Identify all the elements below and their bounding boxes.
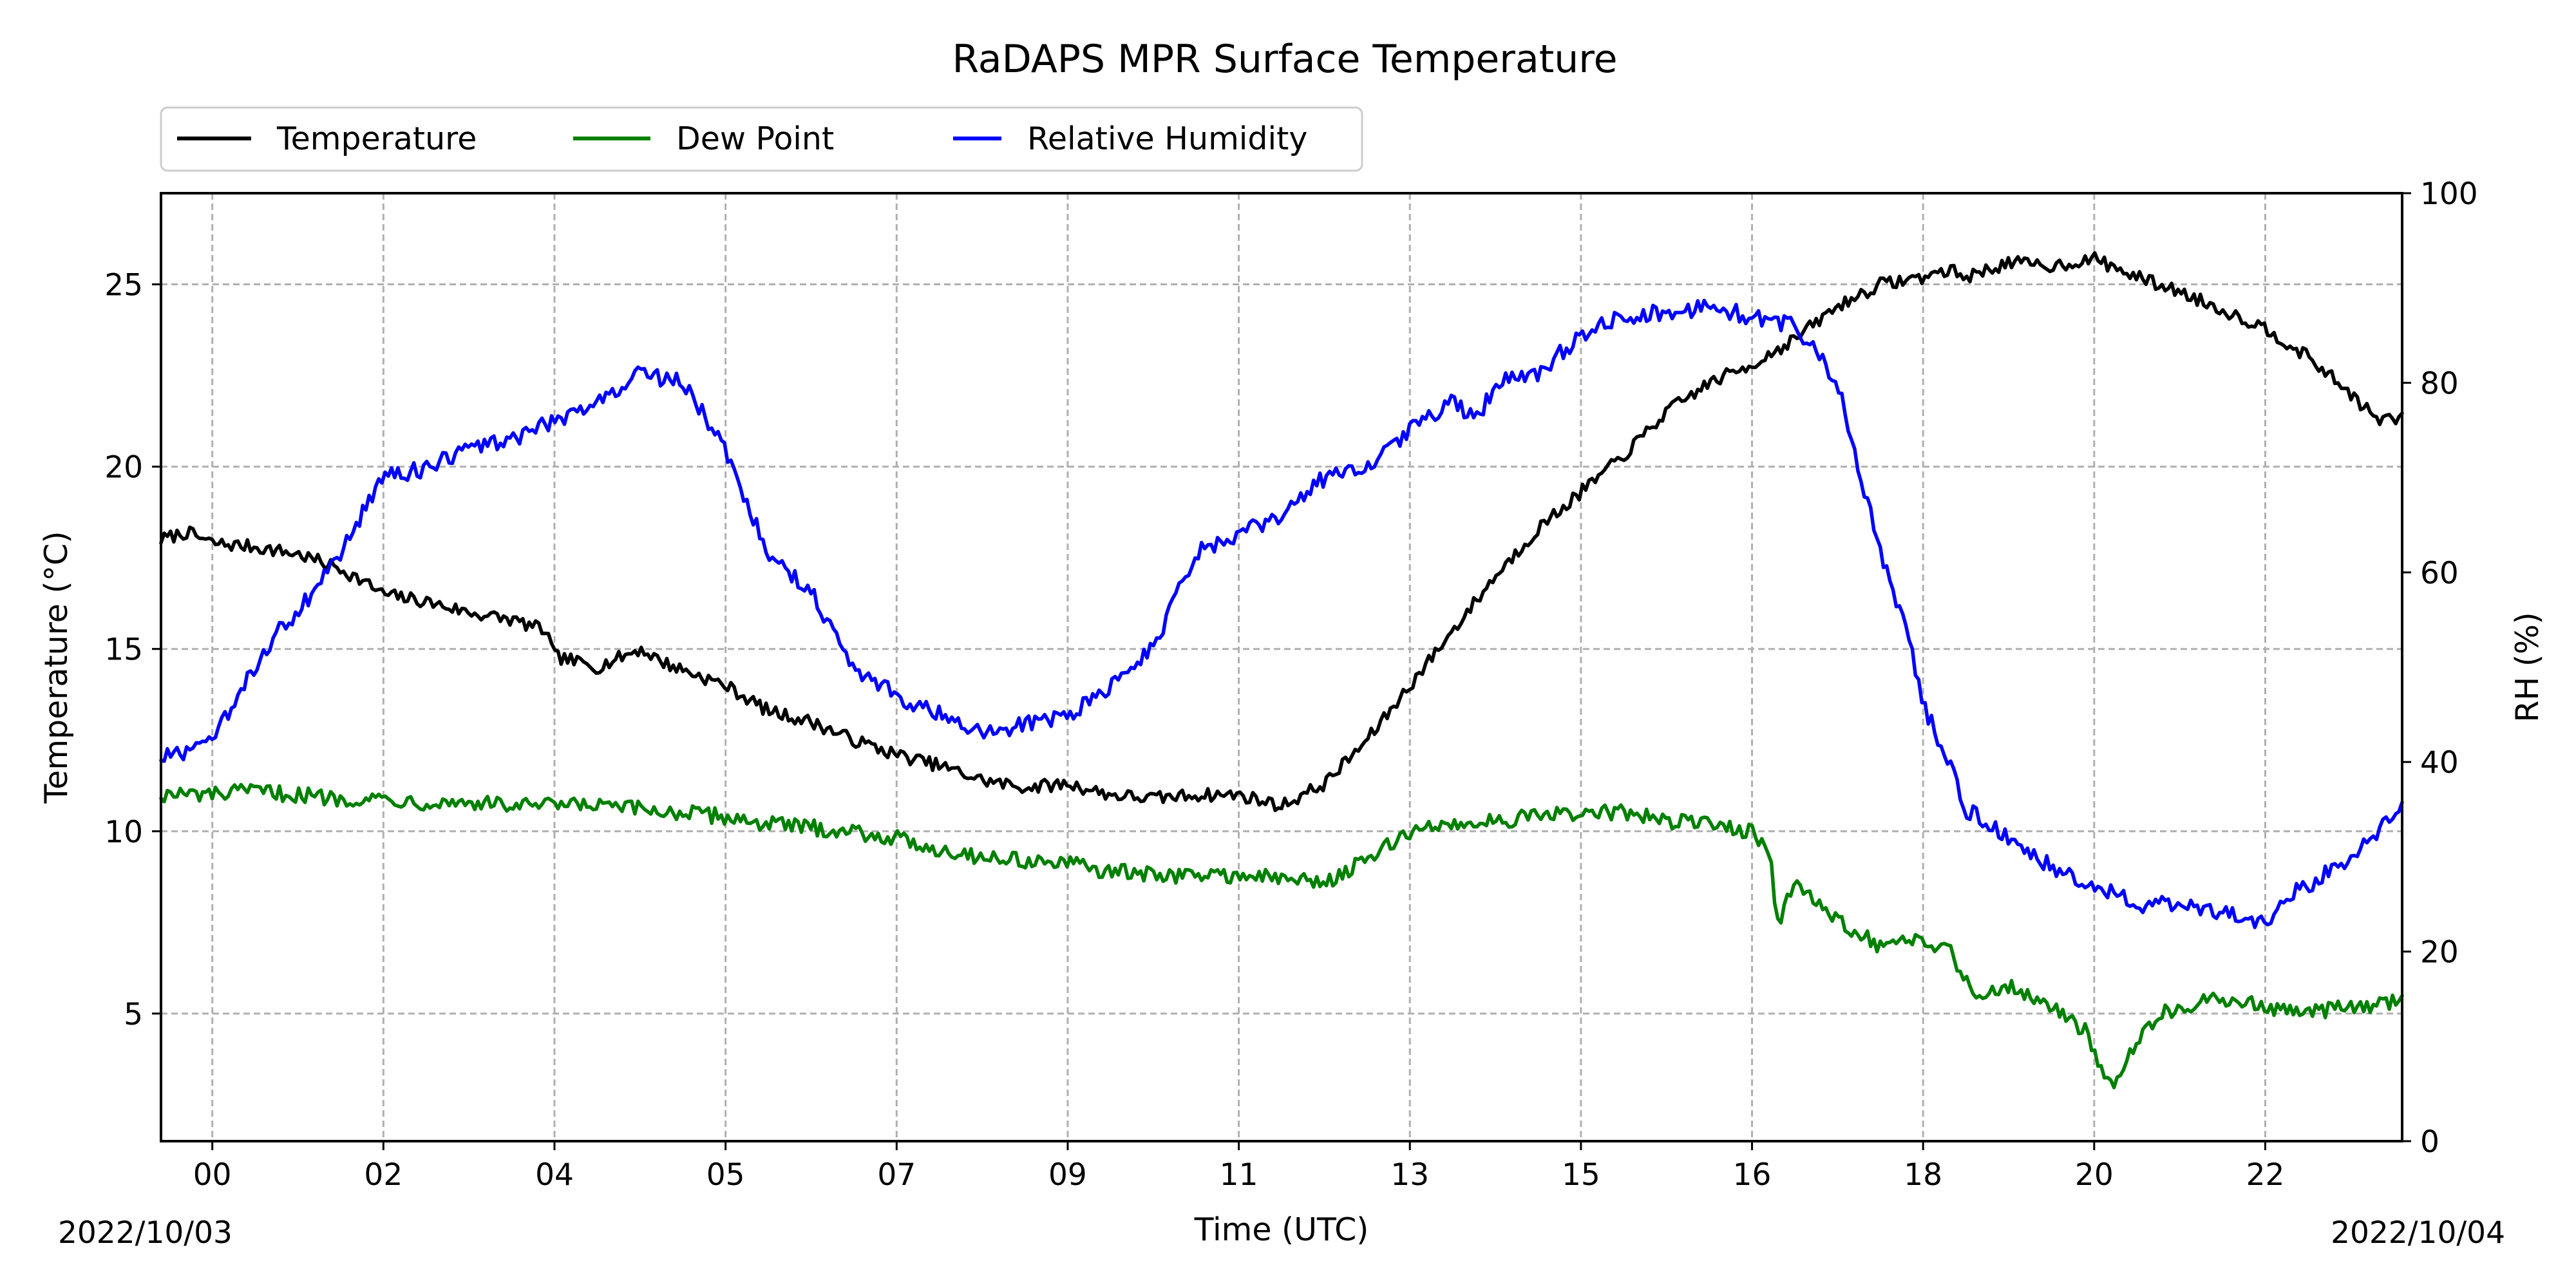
y2-tick-label: 40 bbox=[2420, 745, 2459, 781]
y2-tick-label: 20 bbox=[2420, 935, 2459, 971]
date-end-label: 2022/10/04 bbox=[2331, 1215, 2505, 1251]
x-tick-label: 05 bbox=[706, 1157, 745, 1193]
tick-layer: 00 02 04 05 07 09 11 13 15 16 18 20 22 5 10 15 20 25 0 20 40… bbox=[104, 176, 2478, 1193]
series-line-dew-point bbox=[159, 782, 2404, 1090]
legend-label-relative-humidity: Relative Humidity bbox=[1027, 120, 1307, 157]
y2-tick-label: 60 bbox=[2420, 556, 2459, 591]
y-tick-label: 20 bbox=[104, 450, 143, 486]
y2-tick-label: 80 bbox=[2420, 366, 2459, 401]
date-start-label: 2022/10/03 bbox=[58, 1215, 232, 1251]
legend-label-dew-point: Dew Point bbox=[676, 120, 834, 157]
chart-title: RaDAPS MPR Surface Temperature bbox=[952, 37, 1617, 82]
x-tick-label: 15 bbox=[1562, 1157, 1600, 1193]
x-tick-label: 16 bbox=[1733, 1157, 1772, 1193]
y-tick-label: 10 bbox=[104, 815, 143, 850]
x-tick-label: 09 bbox=[1048, 1157, 1087, 1193]
x-tick-label: 07 bbox=[877, 1157, 916, 1193]
x-tick-label: 18 bbox=[1904, 1157, 1942, 1193]
x-tick-label: 13 bbox=[1390, 1157, 1429, 1193]
x-axis-label: Time (UTC) bbox=[1194, 1211, 1369, 1248]
series-line-relative-humidity bbox=[159, 298, 2404, 929]
x-tick-label: 22 bbox=[2246, 1157, 2285, 1193]
y2-tick-label: 0 bbox=[2420, 1124, 2439, 1160]
y-axis-label: Temperature (°C) bbox=[38, 531, 75, 804]
y2-tick-label: 100 bbox=[2420, 176, 2478, 212]
legend-label-temperature: Temperature bbox=[276, 120, 477, 157]
y-tick-label: 5 bbox=[124, 997, 143, 1032]
plot-frame bbox=[160, 192, 2403, 1142]
x-tick-label: 20 bbox=[2075, 1157, 2114, 1193]
legend: Temperature Dew Point Relative Humidity bbox=[160, 106, 1363, 172]
y-tick-label: 25 bbox=[104, 268, 143, 303]
x-tick-label: 04 bbox=[535, 1157, 574, 1193]
y-tick-label: 15 bbox=[104, 632, 143, 668]
series-line-temperature bbox=[159, 251, 2404, 813]
y2-axis-label: RH (%) bbox=[2509, 612, 2546, 722]
x-tick-label: 00 bbox=[193, 1157, 232, 1193]
x-tick-label: 02 bbox=[364, 1157, 402, 1193]
series-layer bbox=[159, 251, 2404, 1090]
grid-layer bbox=[161, 193, 2402, 1141]
x-tick-label: 11 bbox=[1220, 1157, 1258, 1193]
legend-box bbox=[160, 106, 1363, 172]
